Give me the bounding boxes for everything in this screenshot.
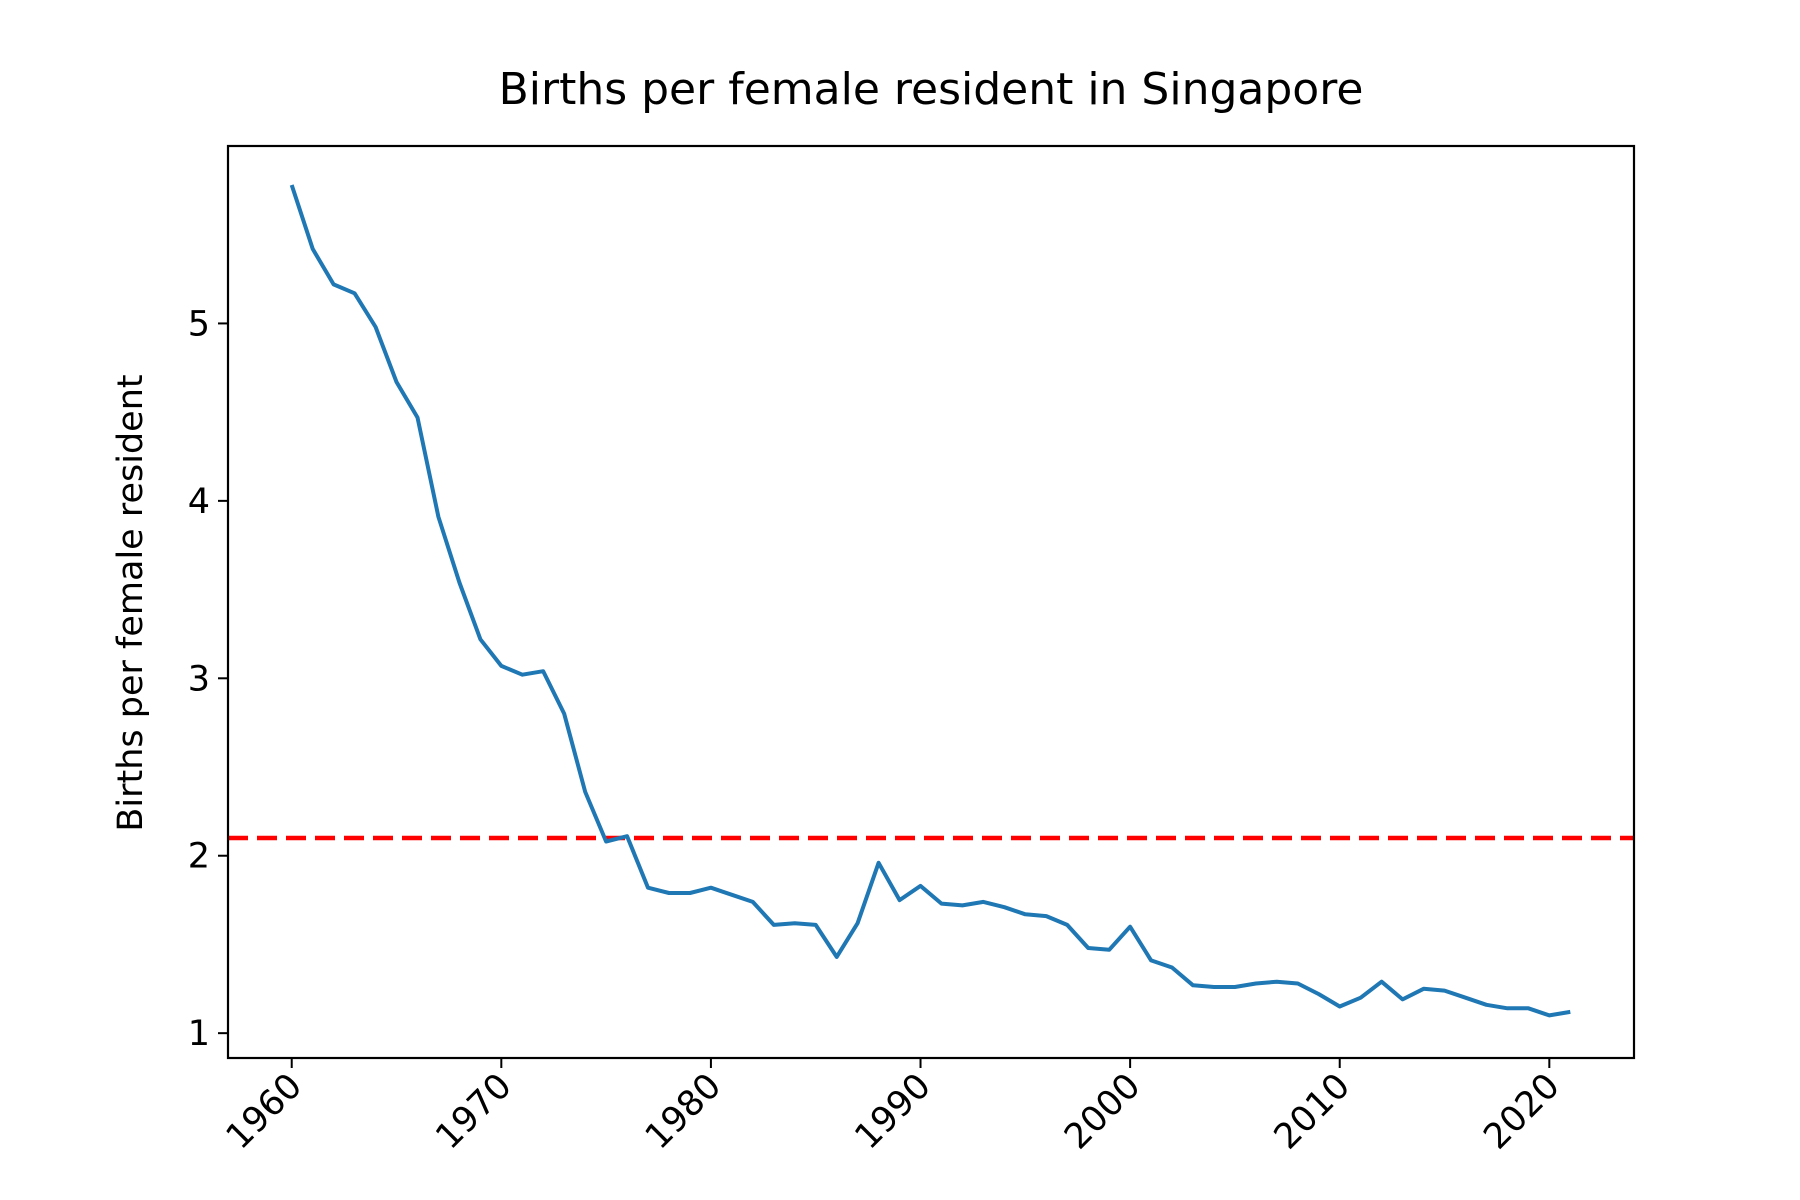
x-tick-label-2020: 2020	[1476, 1066, 1567, 1157]
x-tick-label-2010: 2010	[1267, 1066, 1358, 1157]
y-tick-label-5: 5	[188, 304, 210, 344]
y-tick-label-4: 4	[188, 482, 210, 522]
series-line-0	[289, 184, 1571, 1018]
x-tick-label-2000: 2000	[1057, 1066, 1148, 1157]
plot-area	[228, 184, 1634, 1018]
chart-title: Births per female resident in Singapore	[499, 64, 1364, 115]
x-tick-label-1960: 1960	[219, 1066, 310, 1157]
y-tick-label-1: 1	[188, 1014, 210, 1054]
x-tick-label-1980: 1980	[638, 1066, 729, 1157]
x-tick-label-1970: 1970	[428, 1066, 519, 1157]
x-axis: 1960 1970 1980 1990 2000 2010 2020	[219, 1058, 1568, 1157]
y-tick-label-3: 3	[188, 659, 210, 699]
x-tick-label-1990: 1990	[848, 1066, 939, 1157]
y-axis-label: Births per female resident	[111, 374, 151, 831]
axes-frame	[226, 144, 1636, 1060]
y-tick-label-2: 2	[188, 837, 210, 877]
y-axis: 1 2 3 4 5	[188, 304, 228, 1054]
